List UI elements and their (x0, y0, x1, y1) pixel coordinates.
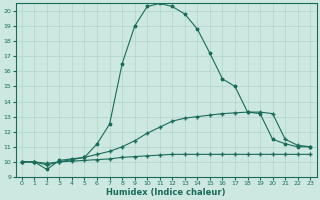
X-axis label: Humidex (Indice chaleur): Humidex (Indice chaleur) (106, 188, 226, 197)
